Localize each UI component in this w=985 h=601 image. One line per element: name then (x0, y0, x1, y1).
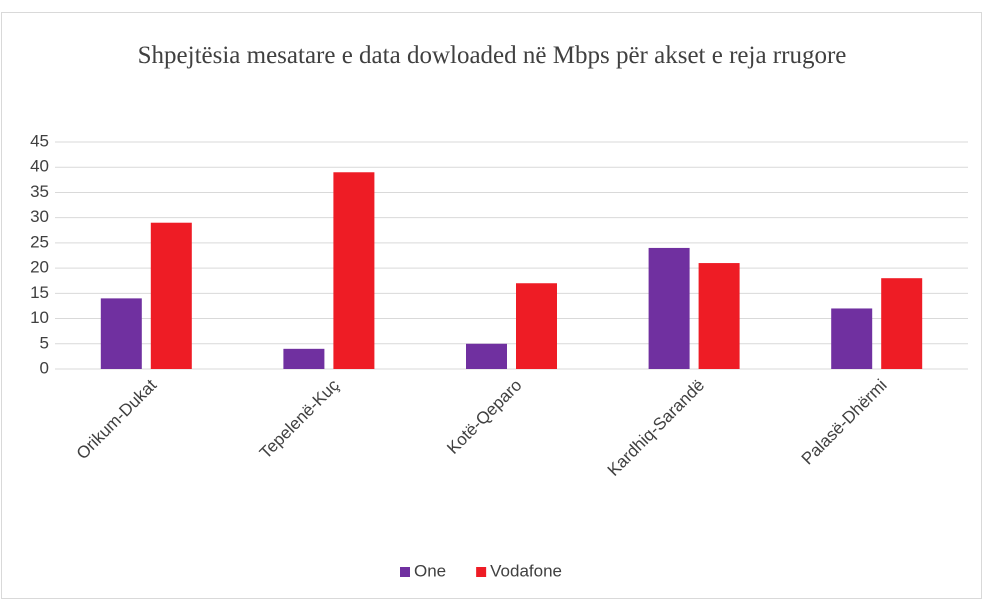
y-tick-label: 0 (40, 358, 49, 377)
bar (516, 283, 557, 369)
y-tick-label: 5 (40, 333, 49, 352)
bar (648, 247, 690, 369)
y-tick-label: 25 (30, 232, 49, 251)
bar (283, 348, 325, 369)
legend-label: Vodafone (490, 561, 562, 580)
legend-swatch (400, 567, 410, 577)
x-tick-label: Orikum-Dukat (73, 375, 161, 463)
bar (831, 308, 873, 369)
x-tick-label: Kotë-Qeparo (443, 376, 525, 458)
y-tick-label: 20 (30, 258, 49, 277)
y-tick-label: 40 (30, 157, 49, 176)
y-tick-label: 45 (30, 131, 49, 150)
y-tick-label: 15 (30, 283, 49, 302)
bar (150, 222, 192, 369)
bar (100, 298, 142, 369)
x-tick-label: Palasë-Dhërmi (798, 376, 891, 469)
chart-border (1, 12, 982, 599)
y-tick-label: 10 (30, 308, 49, 327)
x-tick-label: Tepelenë-Kuç (256, 375, 343, 462)
legend-swatch (476, 567, 487, 577)
chart-title: Shpejtësia mesatare e data dowloaded në … (137, 42, 847, 69)
bar (881, 278, 923, 369)
bar (333, 172, 375, 369)
y-tick-label: 35 (30, 182, 49, 201)
legend-label: One (414, 561, 446, 580)
y-tick-label: 30 (30, 207, 49, 226)
bar (698, 263, 740, 369)
bar (466, 343, 507, 369)
x-tick-label: Kardhiq-Sarandë (604, 376, 708, 480)
